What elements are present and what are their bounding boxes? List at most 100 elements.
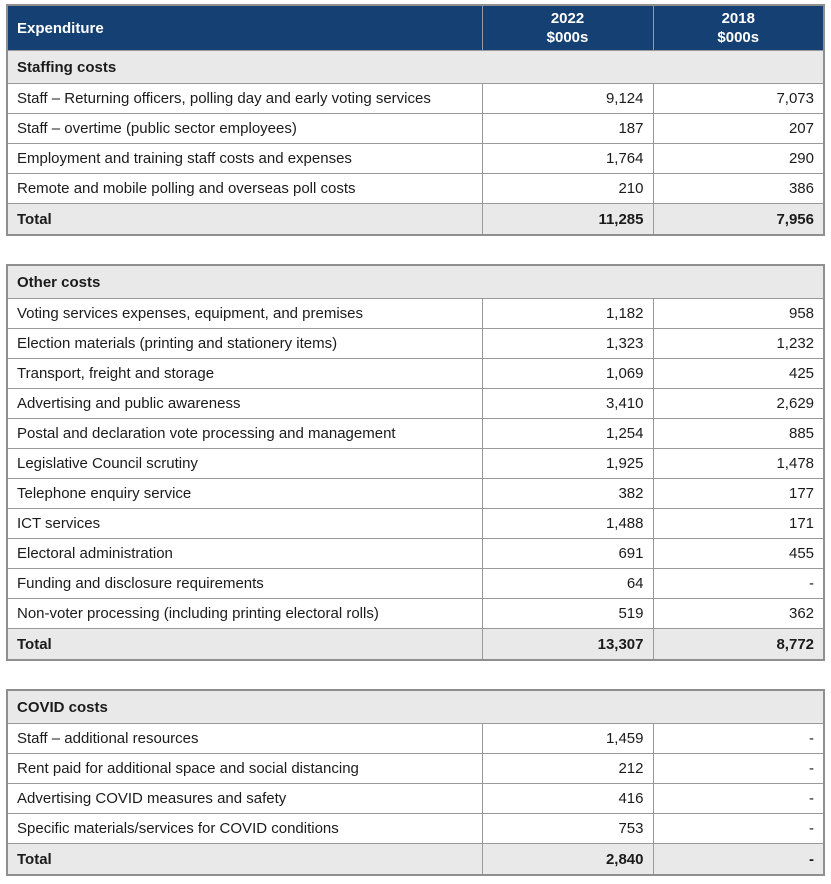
row-value-2018: 958 [652,298,825,329]
row-value-2022: 1,459 [481,723,654,754]
row-label: Staff – overtime (public sector employee… [6,113,483,144]
row-label: Advertising COVID measures and safety [6,783,483,814]
section-header-row: Staffing costs [6,50,825,84]
section-title: Other costs [6,264,825,299]
table-row: Rent paid for additional space and socia… [6,753,825,784]
row-value-2022: 9,124 [481,83,654,114]
row-value-2022: 416 [481,783,654,814]
row-value-2018: 2,629 [652,388,825,419]
row-label: Voting services expenses, equipment, and… [6,298,483,329]
table-row: Specific materials/services for COVID co… [6,813,825,844]
table-row: Staff – overtime (public sector employee… [6,113,825,144]
row-value-2022: 1,764 [481,143,654,174]
row-label: Postal and declaration vote processing a… [6,418,483,449]
row-value-2022: 1,925 [481,448,654,479]
table-row: Electoral administration 691 455 [6,538,825,569]
col-2018-year: 2018 [721,9,755,27]
column-header: Expenditure 2022 $000s 2018 $000s [6,4,825,51]
col-2018-unit: $000s [717,29,760,46]
row-label: ICT services [6,508,483,539]
table-row: Voting services expenses, equipment, and… [6,298,825,329]
table-row: Non-voter processing (including printing… [6,598,825,629]
row-label: Staff – additional resources [6,723,483,754]
row-value-2018: 362 [652,598,825,629]
col-2022-unit: $000s [546,29,589,46]
row-value-2018: 207 [652,113,825,144]
row-label: Telephone enquiry service [6,478,483,509]
expenditure-column-header: Expenditure [6,4,483,51]
row-value-2022: 519 [481,598,654,629]
total-label: Total [6,628,483,661]
section-title: Staffing costs [6,50,825,84]
expenditure-tables: Expenditure 2022 $000s 2018 $000s Staffing… [6,4,826,876]
row-value-2022: 1,488 [481,508,654,539]
row-value-2022: 187 [481,113,654,144]
total-label: Total [6,203,483,236]
row-value-2022: 1,254 [481,418,654,449]
row-label: Election materials (printing and station… [6,328,483,359]
cost-table: COVID costs Staff – additional resources… [6,689,826,876]
row-value-2022: 1,182 [481,298,654,329]
row-value-2018: 7,073 [652,83,825,114]
row-value-2018: 425 [652,358,825,389]
total-label: Total [6,843,483,876]
row-label: Electoral administration [6,538,483,569]
table-row: Employment and training staff costs and … [6,143,825,174]
total-value-2022: 2,840 [481,843,654,876]
row-value-2018: - [652,723,825,754]
row-value-2018: 177 [652,478,825,509]
cost-table: Other costs Voting services expenses, eq… [6,264,826,661]
row-value-2022: 1,323 [481,328,654,359]
row-label: Specific materials/services for COVID co… [6,813,483,844]
row-value-2022: 3,410 [481,388,654,419]
table-row: Advertising and public awareness 3,410 2… [6,388,825,419]
total-value-2018: 7,956 [652,203,825,236]
col-2018-header: 2018 $000s [652,4,825,51]
section-header-row: Other costs [6,264,825,299]
table-row: Legislative Council scrutiny 1,925 1,478 [6,448,825,479]
row-value-2018: 386 [652,173,825,204]
table-row: Staff – Returning officers, polling day … [6,83,825,114]
table-row: Remote and mobile polling and overseas p… [6,173,825,204]
total-value-2022: 11,285 [481,203,654,236]
row-label: Remote and mobile polling and overseas p… [6,173,483,204]
row-value-2018: 1,232 [652,328,825,359]
col-2022-header: 2022 $000s [481,4,654,51]
row-value-2018: 885 [652,418,825,449]
table-row: Transport, freight and storage 1,069 425 [6,358,825,389]
row-label: Funding and disclosure requirements [6,568,483,599]
row-value-2022: 382 [481,478,654,509]
table-row: Advertising COVID measures and safety 41… [6,783,825,814]
row-value-2018: 290 [652,143,825,174]
row-label: Staff – Returning officers, polling day … [6,83,483,114]
table-row: Staff – additional resources 1,459 - [6,723,825,754]
row-value-2022: 212 [481,753,654,784]
row-label: Advertising and public awareness [6,388,483,419]
table-row: Funding and disclosure requirements 64 - [6,568,825,599]
table-row: Postal and declaration vote processing a… [6,418,825,449]
table-row: Telephone enquiry service 382 177 [6,478,825,509]
row-value-2022: 64 [481,568,654,599]
total-value-2022: 13,307 [481,628,654,661]
row-value-2018: 171 [652,508,825,539]
row-label: Non-voter processing (including printing… [6,598,483,629]
column-header-row: Expenditure 2022 $000s 2018 $000s [6,4,825,51]
row-value-2018: 455 [652,538,825,569]
section-title: COVID costs [6,689,825,724]
row-value-2022: 210 [481,173,654,204]
table-row: ICT services 1,488 171 [6,508,825,539]
table-row: Election materials (printing and station… [6,328,825,359]
row-value-2018: - [652,783,825,814]
total-row: Total 13,307 8,772 [6,628,825,661]
row-value-2022: 1,069 [481,358,654,389]
row-value-2022: 753 [481,813,654,844]
row-label: Rent paid for additional space and socia… [6,753,483,784]
total-row: Total 2,840 - [6,843,825,876]
row-value-2022: 691 [481,538,654,569]
col-2022-year: 2022 [550,9,585,27]
row-value-2018: - [652,568,825,599]
row-value-2018: 1,478 [652,448,825,479]
total-row: Total 11,285 7,956 [6,203,825,236]
row-label: Employment and training staff costs and … [6,143,483,174]
